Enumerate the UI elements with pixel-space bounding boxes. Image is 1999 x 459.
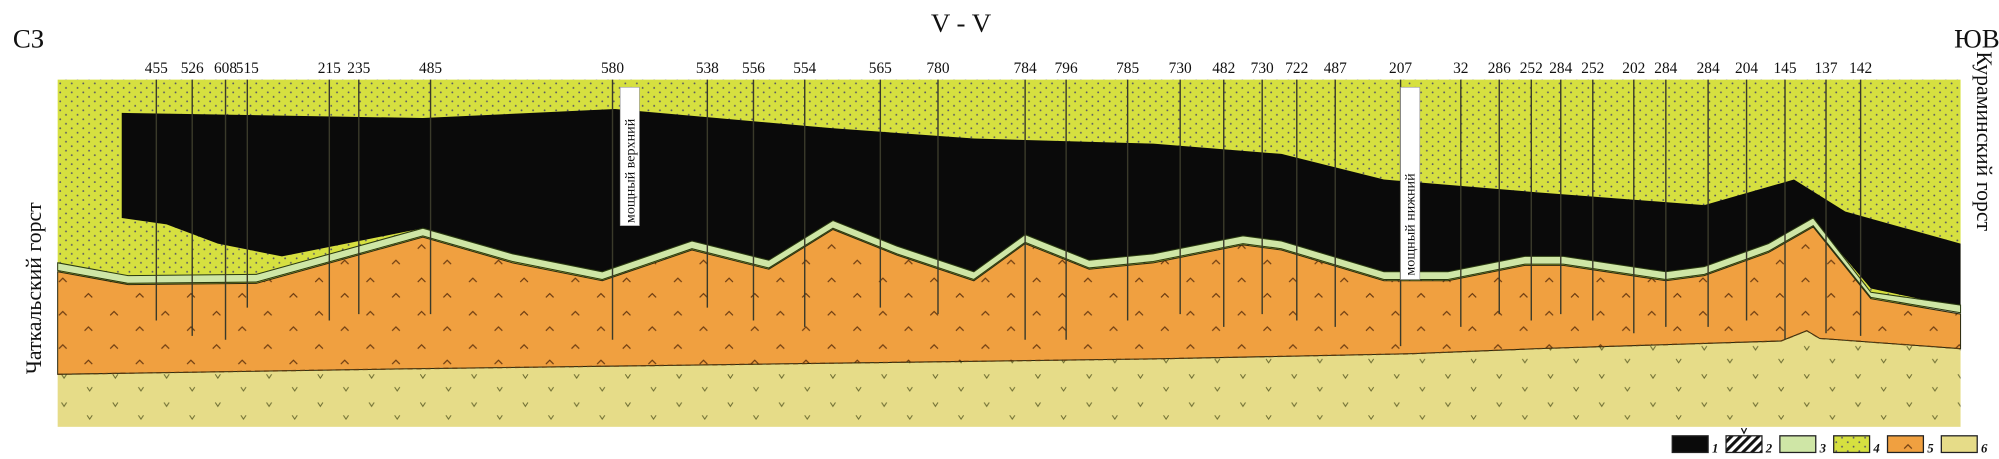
section-title: V - V <box>931 8 992 38</box>
inset-label-lower: мощный нижний <box>1403 173 1419 276</box>
well-number: 252 <box>1520 60 1543 77</box>
well-number: 565 <box>869 60 892 77</box>
well-number: 526 <box>181 60 204 77</box>
layer-3-light-green <box>57 217 1962 314</box>
well-number: 608 <box>214 60 237 77</box>
well-number: 286 <box>1488 60 1511 77</box>
well-number: 730 <box>1251 60 1274 77</box>
well-number: 284 <box>1549 60 1572 77</box>
legend-number: 6 <box>1981 441 1988 455</box>
well-number: 538 <box>696 60 719 77</box>
layer-1-black <box>121 109 1961 308</box>
well-number: 284 <box>1697 60 1720 77</box>
well-number: 785 <box>1116 60 1139 77</box>
inset-label-upper: мощный верхний <box>622 118 638 223</box>
legend-swatch-1 <box>1671 435 1709 454</box>
legend-swatch-5 <box>1886 435 1925 454</box>
direction-left: СЗ <box>13 24 44 54</box>
well-number: 722 <box>1285 60 1308 77</box>
direction-right: ЮВ <box>1954 24 1999 54</box>
legend-number: 2 <box>1765 441 1773 455</box>
side-label-left: Чаткальский горст <box>22 202 46 374</box>
well-number: 784 <box>1014 60 1037 77</box>
well-number: 215 <box>318 60 341 77</box>
side-label-right: Кураминский горст <box>1972 51 1996 231</box>
legend-swatch-4 <box>1833 435 1871 454</box>
legend-number: 1 <box>1712 441 1718 455</box>
well-number: 556 <box>742 60 765 77</box>
well-number: 207 <box>1389 60 1412 77</box>
legend-number: 5 <box>1927 441 1934 455</box>
basement-dashed-boundary <box>57 330 1961 375</box>
well-number: 485 <box>419 60 442 77</box>
well-number: 252 <box>1581 60 1604 77</box>
legend-number: 3 <box>1819 441 1827 455</box>
well-number: 487 <box>1324 60 1347 77</box>
well-number: 455 <box>145 60 168 77</box>
well-number: 554 <box>793 60 816 77</box>
legend-swatch-6 <box>1940 435 1978 454</box>
legend: 1 2 3 4 5 6 <box>1671 427 1988 455</box>
well-number: 796 <box>1055 60 1078 77</box>
well-number: 142 <box>1849 60 1872 77</box>
well-number: 482 <box>1212 60 1235 77</box>
inset-label-lower-box <box>1400 86 1421 280</box>
legend-v-mark-icon <box>1740 427 1748 435</box>
well-number: 202 <box>1622 60 1645 77</box>
well-number: 32 <box>1453 60 1468 77</box>
well-number: 780 <box>926 60 949 77</box>
legend-number: 4 <box>1872 441 1880 455</box>
inset-label-upper-box <box>619 86 640 226</box>
legend-swatch-3 <box>1779 435 1817 454</box>
well-number: 235 <box>347 60 370 77</box>
well-number: 580 <box>601 60 624 77</box>
well-number: 145 <box>1773 60 1796 77</box>
well-number: 730 <box>1169 60 1192 77</box>
well-number: 284 <box>1654 60 1677 77</box>
legend-swatch-2 <box>1725 435 1763 454</box>
well-number: 515 <box>236 60 259 77</box>
well-number: 204 <box>1735 60 1758 77</box>
well-number: 137 <box>1814 60 1837 77</box>
